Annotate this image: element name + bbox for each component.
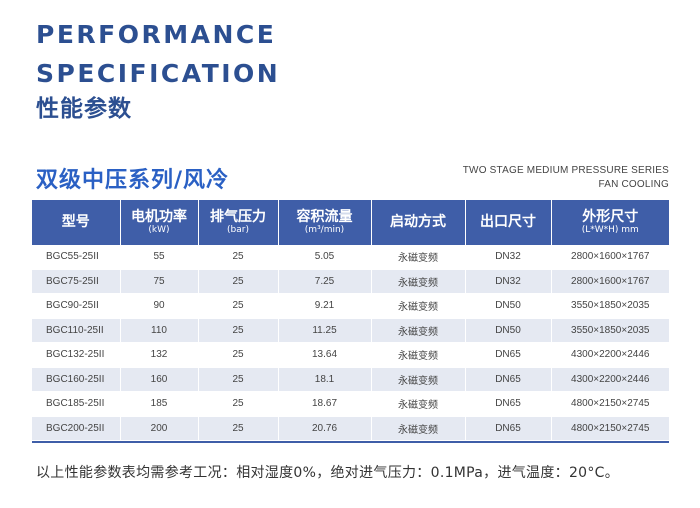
- spec-table: 型号 电机功率 (kW) 排气压力 (bar) 容积流量 (m³/min) 启动方式 出口尺寸外…: [32, 200, 669, 441]
- table-row: BGC75-25II 75 25 7.25 永磁变频 DN32 2800×1600×1767: [32, 269, 669, 294]
- header-label: 出口尺寸: [480, 214, 536, 231]
- cell-discharge-pressure: 25: [198, 245, 279, 269]
- cell-flow-rate: 18.67: [278, 391, 372, 416]
- cell-dimensions: 4300×2200×2446: [551, 342, 669, 367]
- cell-discharge-pressure: 25: [198, 318, 279, 343]
- table-header-row: 型号 电机功率 (kW) 排气压力 (bar) 容积流量 (m³/min) 启动方式 出口尺寸外…: [32, 200, 669, 245]
- cell-dimensions: 4800×2150×2745: [551, 416, 669, 441]
- cell-start-method: 永磁变频: [371, 391, 466, 416]
- header-motor-power: 电机功率 (kW): [120, 200, 199, 245]
- cell-model: BGC90-25II: [32, 293, 121, 318]
- cell-motor-power: 185: [120, 391, 199, 416]
- cell-flow-rate: 7.25: [278, 269, 372, 294]
- table-row: BGC55-25II 55 25 5.05 永磁变频 DN32 2800×1600×1767: [32, 245, 669, 269]
- cell-discharge-pressure: 25: [198, 367, 279, 392]
- cell-model: BGC160-25II: [32, 367, 121, 392]
- header-flow-rate: 容积流量 (m³/min): [278, 200, 372, 245]
- cell-discharge-pressure: 25: [198, 269, 279, 294]
- cell-flow-rate: 20.76: [278, 416, 372, 441]
- header-outlet-size: 出口尺寸: [465, 200, 552, 245]
- cell-start-method: 永磁变频: [371, 293, 466, 318]
- cell-outlet-size: DN32: [465, 245, 552, 269]
- table-body: BGC55-25II 55 25 5.05 永磁变频 DN32 2800×1600×1767…: [32, 245, 669, 441]
- header-label: 外形尺寸: [582, 208, 639, 225]
- header-label: 启动方式: [390, 214, 446, 231]
- header-unit: (kW): [148, 225, 170, 236]
- cell-dimensions: 3550×1850×2035: [551, 318, 669, 343]
- cell-flow-rate: 13.64: [278, 342, 372, 367]
- cell-flow-rate: 9.21: [278, 293, 372, 318]
- cell-motor-power: 200: [120, 416, 199, 441]
- cell-model: BGC55-25II: [32, 245, 121, 269]
- cell-flow-rate: 5.05: [278, 245, 372, 269]
- cell-start-method: 永磁变频: [371, 245, 466, 269]
- cell-start-method: 永磁变频: [371, 416, 466, 441]
- cell-model: BGC185-25II: [32, 391, 121, 416]
- cell-dimensions: 4800×2150×2745: [551, 391, 669, 416]
- cell-motor-power: 132: [120, 342, 199, 367]
- cell-outlet-size: DN32: [465, 269, 552, 294]
- cell-discharge-pressure: 25: [198, 391, 279, 416]
- cell-outlet-size: DN65: [465, 391, 552, 416]
- table-row: BGC110-25II 110 25 11.25 永磁变频 DN50 3550×1850×2…: [32, 318, 669, 343]
- table-row: BGC132-25II 132 25 13.64 永磁变频 DN65 4300×2200×2…: [32, 342, 669, 367]
- cell-flow-rate: 18.1: [278, 367, 372, 392]
- table-row: BGC160-25II 160 25 18.1 永磁变频 DN65 4300×2200×24…: [32, 367, 669, 392]
- cell-outlet-size: DN50: [465, 318, 552, 343]
- cell-outlet-size: DN65: [465, 416, 552, 441]
- table-bottom-rule: [32, 441, 669, 443]
- footnote: 以上性能参数表均需参考工况：相对湿度0%，绝对进气压力：0.1MPa，进气温度：…: [36, 465, 620, 481]
- header-dimensions: 外形尺寸 (L*W*H) mm: [551, 200, 669, 245]
- cell-outlet-size: DN50: [465, 293, 552, 318]
- cell-discharge-pressure: 25: [198, 342, 279, 367]
- cell-flow-rate: 11.25: [278, 318, 372, 343]
- cell-model: BGC110-25II: [32, 318, 121, 343]
- header-label: 电机功率: [131, 208, 187, 225]
- cell-start-method: 永磁变频: [371, 342, 466, 367]
- cell-start-method: 永磁变频: [371, 367, 466, 392]
- table-row: BGC90-25II 90 25 9.21 永磁变频 DN50 3550×1850×2035: [32, 293, 669, 318]
- cell-motor-power: 75: [120, 269, 199, 294]
- header-discharge-pressure: 排气压力 (bar): [198, 200, 279, 245]
- header-label: 容积流量: [296, 208, 353, 225]
- header-label: 型号: [61, 214, 90, 231]
- series-title-en-line1: TWO STAGE MEDIUM PRESSURE SERIES: [462, 165, 669, 176]
- header-model: 型号: [32, 200, 121, 245]
- series-title-cn: 双级中压系列/风冷: [36, 168, 230, 193]
- title-cn: 性能参数: [36, 96, 132, 122]
- cell-model: BGC200-25II: [32, 416, 121, 441]
- cell-discharge-pressure: 25: [198, 293, 279, 318]
- title-en-line1: PERFORMANCE: [36, 20, 277, 49]
- header-label: 排气压力: [210, 208, 266, 225]
- series-title-en-line2: FAN COOLING: [598, 179, 669, 190]
- cell-start-method: 永磁变频: [371, 318, 466, 343]
- cell-dimensions: 4300×2200×2446: [551, 367, 669, 392]
- cell-motor-power: 160: [120, 367, 199, 392]
- cell-motor-power: 90: [120, 293, 199, 318]
- header-start-method: 启动方式: [371, 200, 466, 245]
- cell-discharge-pressure: 25: [198, 416, 279, 441]
- header-unit: (L*W*H) mm: [581, 225, 639, 236]
- cell-start-method: 永磁变频: [371, 269, 466, 294]
- cell-motor-power: 55: [120, 245, 199, 269]
- cell-outlet-size: DN65: [465, 367, 552, 392]
- header-unit: (m³/min): [304, 225, 345, 236]
- cell-motor-power: 110: [120, 318, 199, 343]
- table-row: BGC200-25II 200 25 20.76 永磁变频 DN65 4800×2150×2…: [32, 416, 669, 441]
- header-unit: (bar): [227, 225, 249, 236]
- title-en-line2: SPECIFICATION: [36, 59, 281, 88]
- cell-dimensions: 2800×1600×1767: [551, 269, 669, 294]
- cell-dimensions: 3550×1850×2035: [551, 293, 669, 318]
- table-row: BGC185-25II 185 25 18.67 永磁变频 DN65 4800×2150×2…: [32, 391, 669, 416]
- cell-model: BGC132-25II: [32, 342, 121, 367]
- cell-dimensions: 2800×1600×1767: [551, 245, 669, 269]
- cell-outlet-size: DN65: [465, 342, 552, 367]
- cell-model: BGC75-25II: [32, 269, 121, 294]
